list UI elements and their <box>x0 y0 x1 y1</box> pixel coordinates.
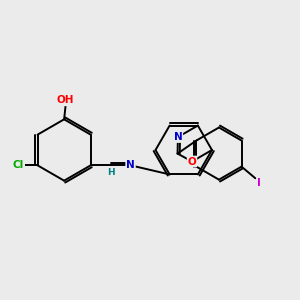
Text: H: H <box>107 168 114 177</box>
Text: I: I <box>257 178 261 188</box>
Text: N: N <box>126 160 135 170</box>
Text: OH: OH <box>57 95 74 105</box>
Text: Cl: Cl <box>13 160 24 170</box>
Text: N: N <box>174 132 182 142</box>
Text: O: O <box>188 157 197 166</box>
